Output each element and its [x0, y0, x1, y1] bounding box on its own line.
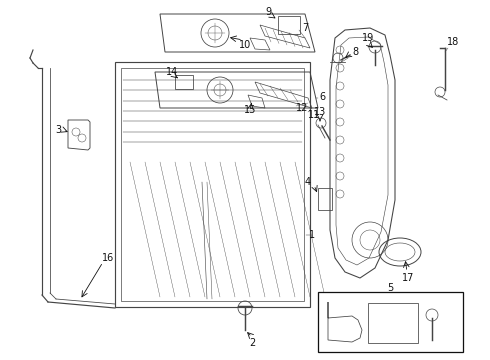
- Text: 10: 10: [239, 40, 251, 50]
- Text: 14: 14: [166, 67, 178, 77]
- Bar: [115, 62, 310, 307]
- Bar: [278, 16, 300, 34]
- Text: 11: 11: [308, 110, 320, 120]
- Text: 3: 3: [55, 125, 61, 135]
- Text: 5: 5: [387, 283, 393, 293]
- Text: 7: 7: [302, 23, 308, 33]
- Text: 12: 12: [296, 103, 308, 113]
- Bar: [175, 75, 193, 89]
- Text: 13: 13: [314, 107, 326, 117]
- Bar: [318, 292, 463, 352]
- Text: 9: 9: [265, 7, 271, 17]
- Text: 1: 1: [309, 230, 315, 240]
- Text: 16: 16: [102, 253, 114, 263]
- Bar: [368, 303, 418, 343]
- Text: 8: 8: [352, 47, 358, 57]
- Text: 18: 18: [447, 37, 459, 47]
- Text: 2: 2: [249, 338, 255, 348]
- Text: 17: 17: [402, 273, 414, 283]
- Bar: [121, 68, 304, 301]
- Text: 6: 6: [319, 92, 325, 102]
- Text: 4: 4: [305, 177, 311, 187]
- Text: 19: 19: [362, 33, 374, 43]
- Text: 15: 15: [244, 105, 256, 115]
